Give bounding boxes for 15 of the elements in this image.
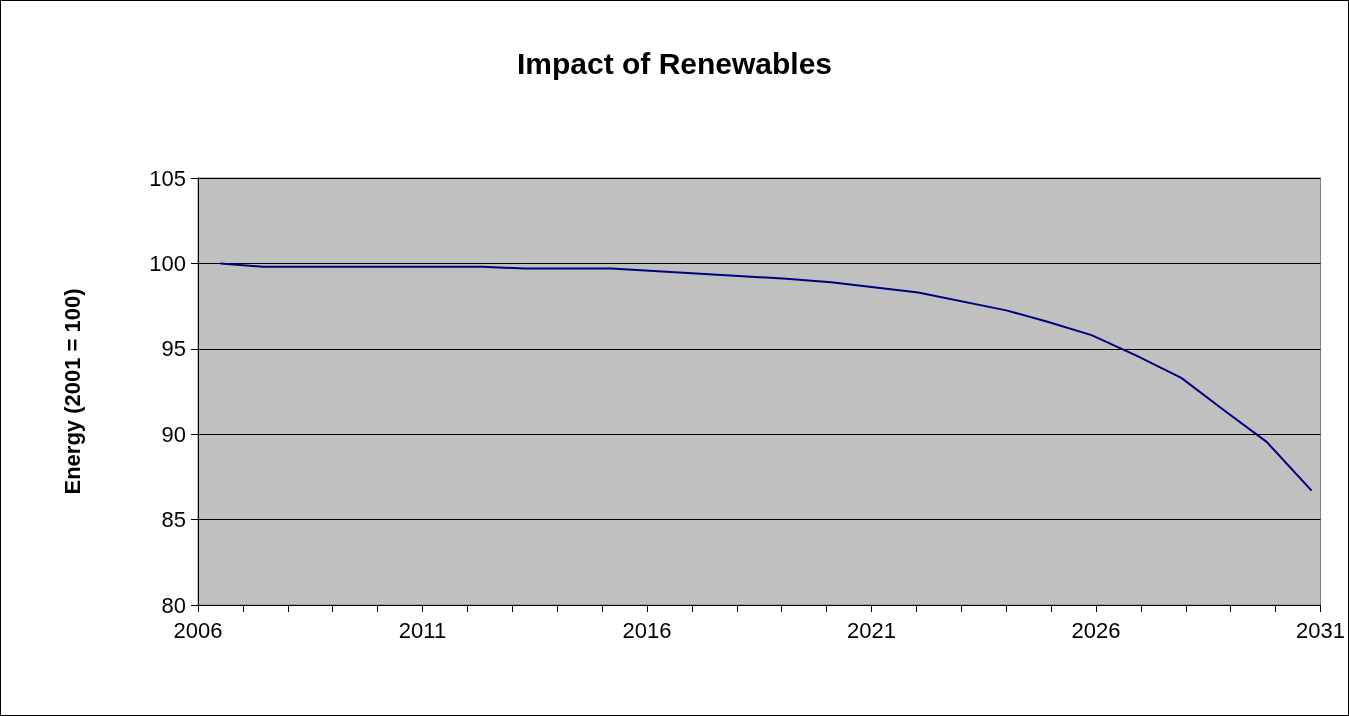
line-series xyxy=(219,262,1313,492)
y-tick-label: 90 xyxy=(161,421,186,447)
y-tick-label: 85 xyxy=(161,507,186,533)
x-tick-label: 2006 xyxy=(173,617,223,643)
y-tick-label: 95 xyxy=(161,336,186,362)
x-tick-label: 2026 xyxy=(1071,617,1121,643)
y-tick-label: 100 xyxy=(149,250,186,276)
x-tick-label: 2011 xyxy=(398,617,447,643)
y-tick-label: 80 xyxy=(161,592,186,618)
x-tick-label: 2021 xyxy=(847,617,896,643)
chart-title: Impact of Renewables xyxy=(516,46,833,80)
y-axis-title: Energy (2001 = 100) xyxy=(59,288,85,495)
x-tick-label: 2031 xyxy=(1296,617,1346,643)
x-tick-label: 2016 xyxy=(622,617,672,643)
y-tick-label: 105 xyxy=(149,165,186,191)
